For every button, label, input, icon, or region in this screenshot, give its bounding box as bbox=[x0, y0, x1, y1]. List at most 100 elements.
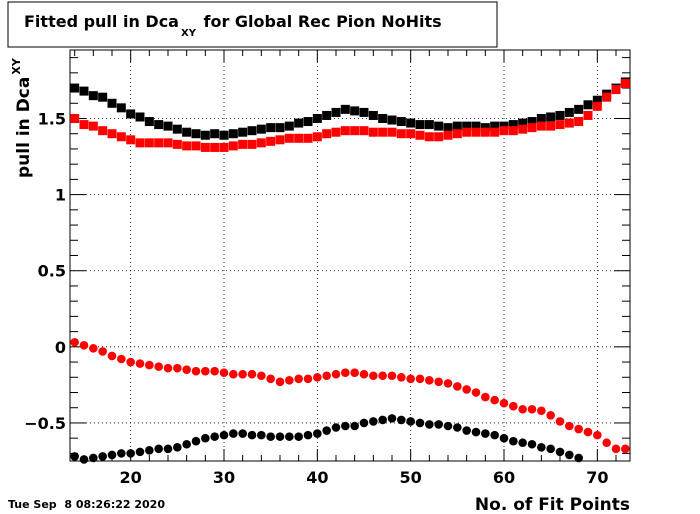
data-point bbox=[415, 130, 425, 140]
data-point bbox=[331, 127, 341, 137]
tick-labels: 20 30 40 50 60 70 −0.5 0 0.5 1 1.5 bbox=[24, 110, 608, 488]
data-point bbox=[303, 430, 313, 440]
x-axis-label: No. of Fit Points bbox=[475, 495, 630, 514]
data-point bbox=[200, 142, 210, 152]
data-point bbox=[135, 359, 145, 368]
data-point bbox=[201, 433, 210, 443]
data-point bbox=[210, 366, 219, 376]
data-point bbox=[378, 127, 388, 137]
data-point bbox=[191, 366, 201, 376]
data-point bbox=[322, 371, 331, 381]
data-point bbox=[359, 126, 369, 136]
data-point bbox=[229, 369, 238, 379]
data-point bbox=[434, 420, 443, 429]
data-point bbox=[396, 129, 406, 139]
data-point bbox=[396, 117, 406, 127]
data-point bbox=[154, 138, 164, 148]
data-point bbox=[415, 120, 425, 130]
data-point bbox=[312, 132, 322, 142]
data-point bbox=[583, 100, 593, 110]
data-point bbox=[434, 121, 444, 131]
data-point bbox=[182, 127, 192, 137]
data-point bbox=[368, 110, 378, 120]
data-point bbox=[490, 121, 500, 131]
data-point bbox=[210, 129, 220, 139]
chart-title: Fitted pull in DcaXY for Global Rec Pion… bbox=[24, 12, 442, 39]
x-tick-label: 60 bbox=[493, 468, 515, 487]
x-tick-label: 50 bbox=[400, 468, 422, 487]
data-point bbox=[518, 118, 528, 128]
data-point bbox=[266, 432, 275, 441]
data-point bbox=[480, 127, 490, 137]
axis-ticks bbox=[70, 50, 630, 461]
data-point bbox=[163, 138, 173, 148]
data-point bbox=[462, 385, 471, 394]
data-point bbox=[98, 452, 107, 461]
data-point bbox=[555, 110, 565, 120]
data-point bbox=[555, 120, 565, 130]
data-point bbox=[256, 138, 266, 148]
data-point bbox=[210, 142, 220, 152]
data-point bbox=[126, 135, 136, 145]
series-1 bbox=[70, 78, 630, 152]
data-point bbox=[546, 411, 555, 420]
x-tick-label: 70 bbox=[586, 468, 608, 487]
data-point bbox=[238, 139, 248, 149]
data-point bbox=[322, 129, 332, 139]
data-point bbox=[518, 438, 527, 448]
data-point bbox=[172, 139, 182, 149]
data-point bbox=[443, 379, 453, 388]
data-point bbox=[116, 132, 126, 142]
data-point bbox=[593, 430, 602, 440]
data-point bbox=[565, 421, 574, 431]
y-tick-label: 1 bbox=[55, 186, 66, 205]
data-point bbox=[462, 121, 472, 131]
data-point bbox=[98, 92, 108, 102]
data-point bbox=[247, 430, 257, 440]
data-point bbox=[611, 85, 621, 95]
timestamp: Tue Sep 8 08:26:22 2020 bbox=[8, 498, 165, 511]
data-point bbox=[536, 121, 546, 131]
data-point bbox=[322, 110, 332, 120]
data-point bbox=[284, 133, 294, 143]
y-tick-label: 1.5 bbox=[38, 110, 66, 129]
data-point bbox=[200, 130, 210, 140]
data-point bbox=[275, 377, 285, 387]
data-point bbox=[247, 369, 257, 379]
data-point bbox=[191, 436, 201, 446]
data-point bbox=[219, 130, 229, 140]
data-point bbox=[518, 124, 528, 134]
data-point bbox=[509, 401, 518, 411]
data-point bbox=[499, 126, 509, 136]
data-point bbox=[415, 418, 425, 428]
x-tick-label: 40 bbox=[306, 468, 328, 487]
data-point bbox=[583, 110, 593, 120]
data-point bbox=[275, 135, 285, 145]
data-point bbox=[574, 104, 584, 114]
data-point bbox=[191, 129, 201, 139]
data-point bbox=[126, 109, 136, 119]
data-point bbox=[173, 363, 182, 373]
data-point bbox=[89, 453, 98, 463]
data-point bbox=[117, 354, 126, 364]
data-point bbox=[350, 126, 360, 136]
data-point bbox=[406, 129, 416, 139]
data-point bbox=[79, 86, 89, 96]
data-point bbox=[303, 117, 313, 127]
data-point bbox=[275, 123, 285, 133]
data-point bbox=[210, 432, 219, 441]
data-point bbox=[424, 132, 434, 142]
data-point bbox=[546, 121, 556, 131]
data-point bbox=[574, 453, 583, 463]
data-point bbox=[238, 127, 248, 137]
data-point bbox=[499, 121, 509, 131]
data-point bbox=[499, 433, 509, 443]
data-point bbox=[350, 368, 359, 378]
data-point bbox=[173, 443, 182, 452]
data-point bbox=[340, 104, 350, 114]
data-point bbox=[229, 429, 238, 438]
title-prefix: Fitted pull in Dca bbox=[24, 12, 179, 31]
data-point bbox=[350, 421, 359, 431]
data-point bbox=[443, 123, 453, 133]
